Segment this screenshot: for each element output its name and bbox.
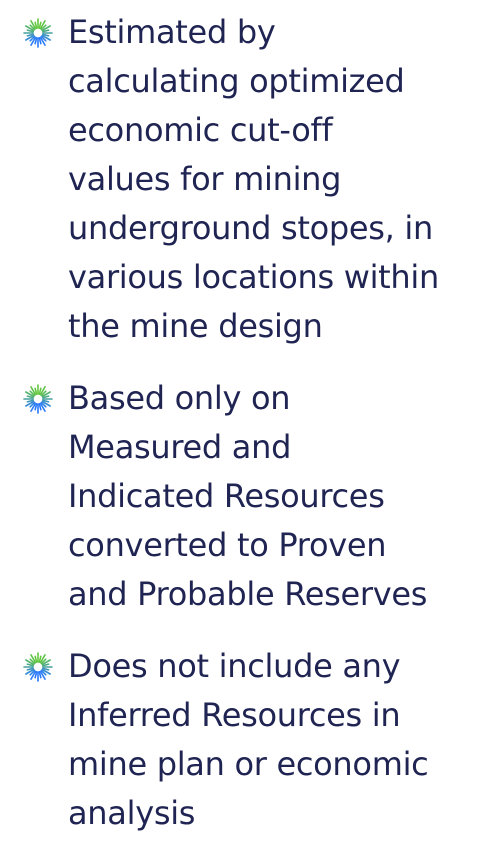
icon-ray: [26, 394, 34, 399]
icon-ray: [39, 402, 46, 412]
icon-ray: [38, 36, 42, 44]
bullet-icon: [23, 17, 53, 48]
icon-ray: [29, 401, 36, 408]
icon-ray: [29, 389, 36, 396]
bullet-line: values for mining: [68, 160, 342, 198]
icon-ray: [42, 666, 50, 671]
icon-ray: [25, 668, 35, 675]
bullet-icon: [23, 651, 53, 682]
icon-ray: [42, 394, 50, 399]
icon-ray: [25, 390, 35, 397]
bullet-line: Estimated by: [68, 13, 276, 51]
icon-ray: [40, 35, 47, 42]
icon-ray: [26, 662, 34, 667]
bullet-line: converted to Proven: [68, 526, 387, 564]
icon-ray: [34, 655, 38, 663]
icon-ray: [40, 657, 47, 664]
bullet-line: various locations within: [68, 258, 439, 296]
icon-ray: [25, 34, 35, 41]
icon-ray: [29, 35, 36, 42]
icon-ray: [34, 36, 38, 44]
icon-ray: [26, 666, 34, 671]
icon-ray: [34, 402, 38, 410]
icon-ray: [26, 32, 34, 37]
bullet-line: Indicated Resources: [68, 477, 385, 515]
icon-ray: [42, 32, 50, 37]
bullet-line: underground stopes, in: [68, 209, 433, 247]
icon-ray: [40, 389, 47, 396]
icon-ray: [30, 385, 37, 395]
icon-ray: [30, 36, 37, 46]
bullet-line: analysis: [68, 794, 196, 832]
icon-ray: [39, 36, 46, 46]
icon-ray: [26, 28, 34, 33]
bullet-line: mine plan or economic: [68, 745, 429, 783]
icon-ray: [41, 400, 51, 407]
icon-ray: [30, 19, 37, 29]
icon-ray: [26, 398, 34, 403]
icon-ray: [25, 658, 35, 665]
icon-ray: [30, 670, 37, 680]
bullet-line: Inferred Resources in: [68, 696, 401, 734]
icon-ray: [25, 400, 35, 407]
bullet-line: economic cut-off: [68, 111, 333, 149]
icon-ray: [38, 387, 42, 395]
icon-ray: [29, 23, 36, 30]
icon-ray: [42, 28, 50, 33]
icon-ray: [42, 398, 50, 403]
icon-ray: [29, 657, 36, 664]
icon-ray: [41, 34, 51, 41]
icon-ray: [41, 658, 51, 665]
icon-ray: [30, 653, 37, 663]
icon-ray: [29, 669, 36, 676]
icon-ray: [39, 19, 46, 29]
bullet-line: Does not include any: [68, 647, 401, 685]
icon-ray: [39, 670, 46, 680]
bullet-line: the mine design: [68, 307, 323, 345]
icon-ray: [41, 668, 51, 675]
icon-ray: [34, 670, 38, 678]
icon-ray: [39, 385, 46, 395]
icon-ray: [25, 24, 35, 31]
icon-ray: [40, 23, 47, 30]
icon-ray: [40, 669, 47, 676]
icon-ray: [41, 24, 51, 31]
bullet-line: Measured and: [68, 428, 292, 466]
bullet-line: and Probable Reserves: [68, 575, 428, 613]
icon-ray: [38, 402, 42, 410]
bullet-icon: [23, 383, 53, 414]
icon-ray: [41, 390, 51, 397]
icon-ray: [34, 387, 38, 395]
icon-ray: [38, 670, 42, 678]
bullet-line: calculating optimized: [68, 62, 405, 100]
icon-ray: [38, 655, 42, 663]
icon-ray: [39, 653, 46, 663]
icon-ray: [42, 662, 50, 667]
icon-ray: [40, 401, 47, 408]
bullet-line: Based only on: [68, 379, 291, 417]
icon-ray: [30, 402, 37, 412]
icon-ray: [34, 21, 38, 29]
icon-ray: [38, 21, 42, 29]
